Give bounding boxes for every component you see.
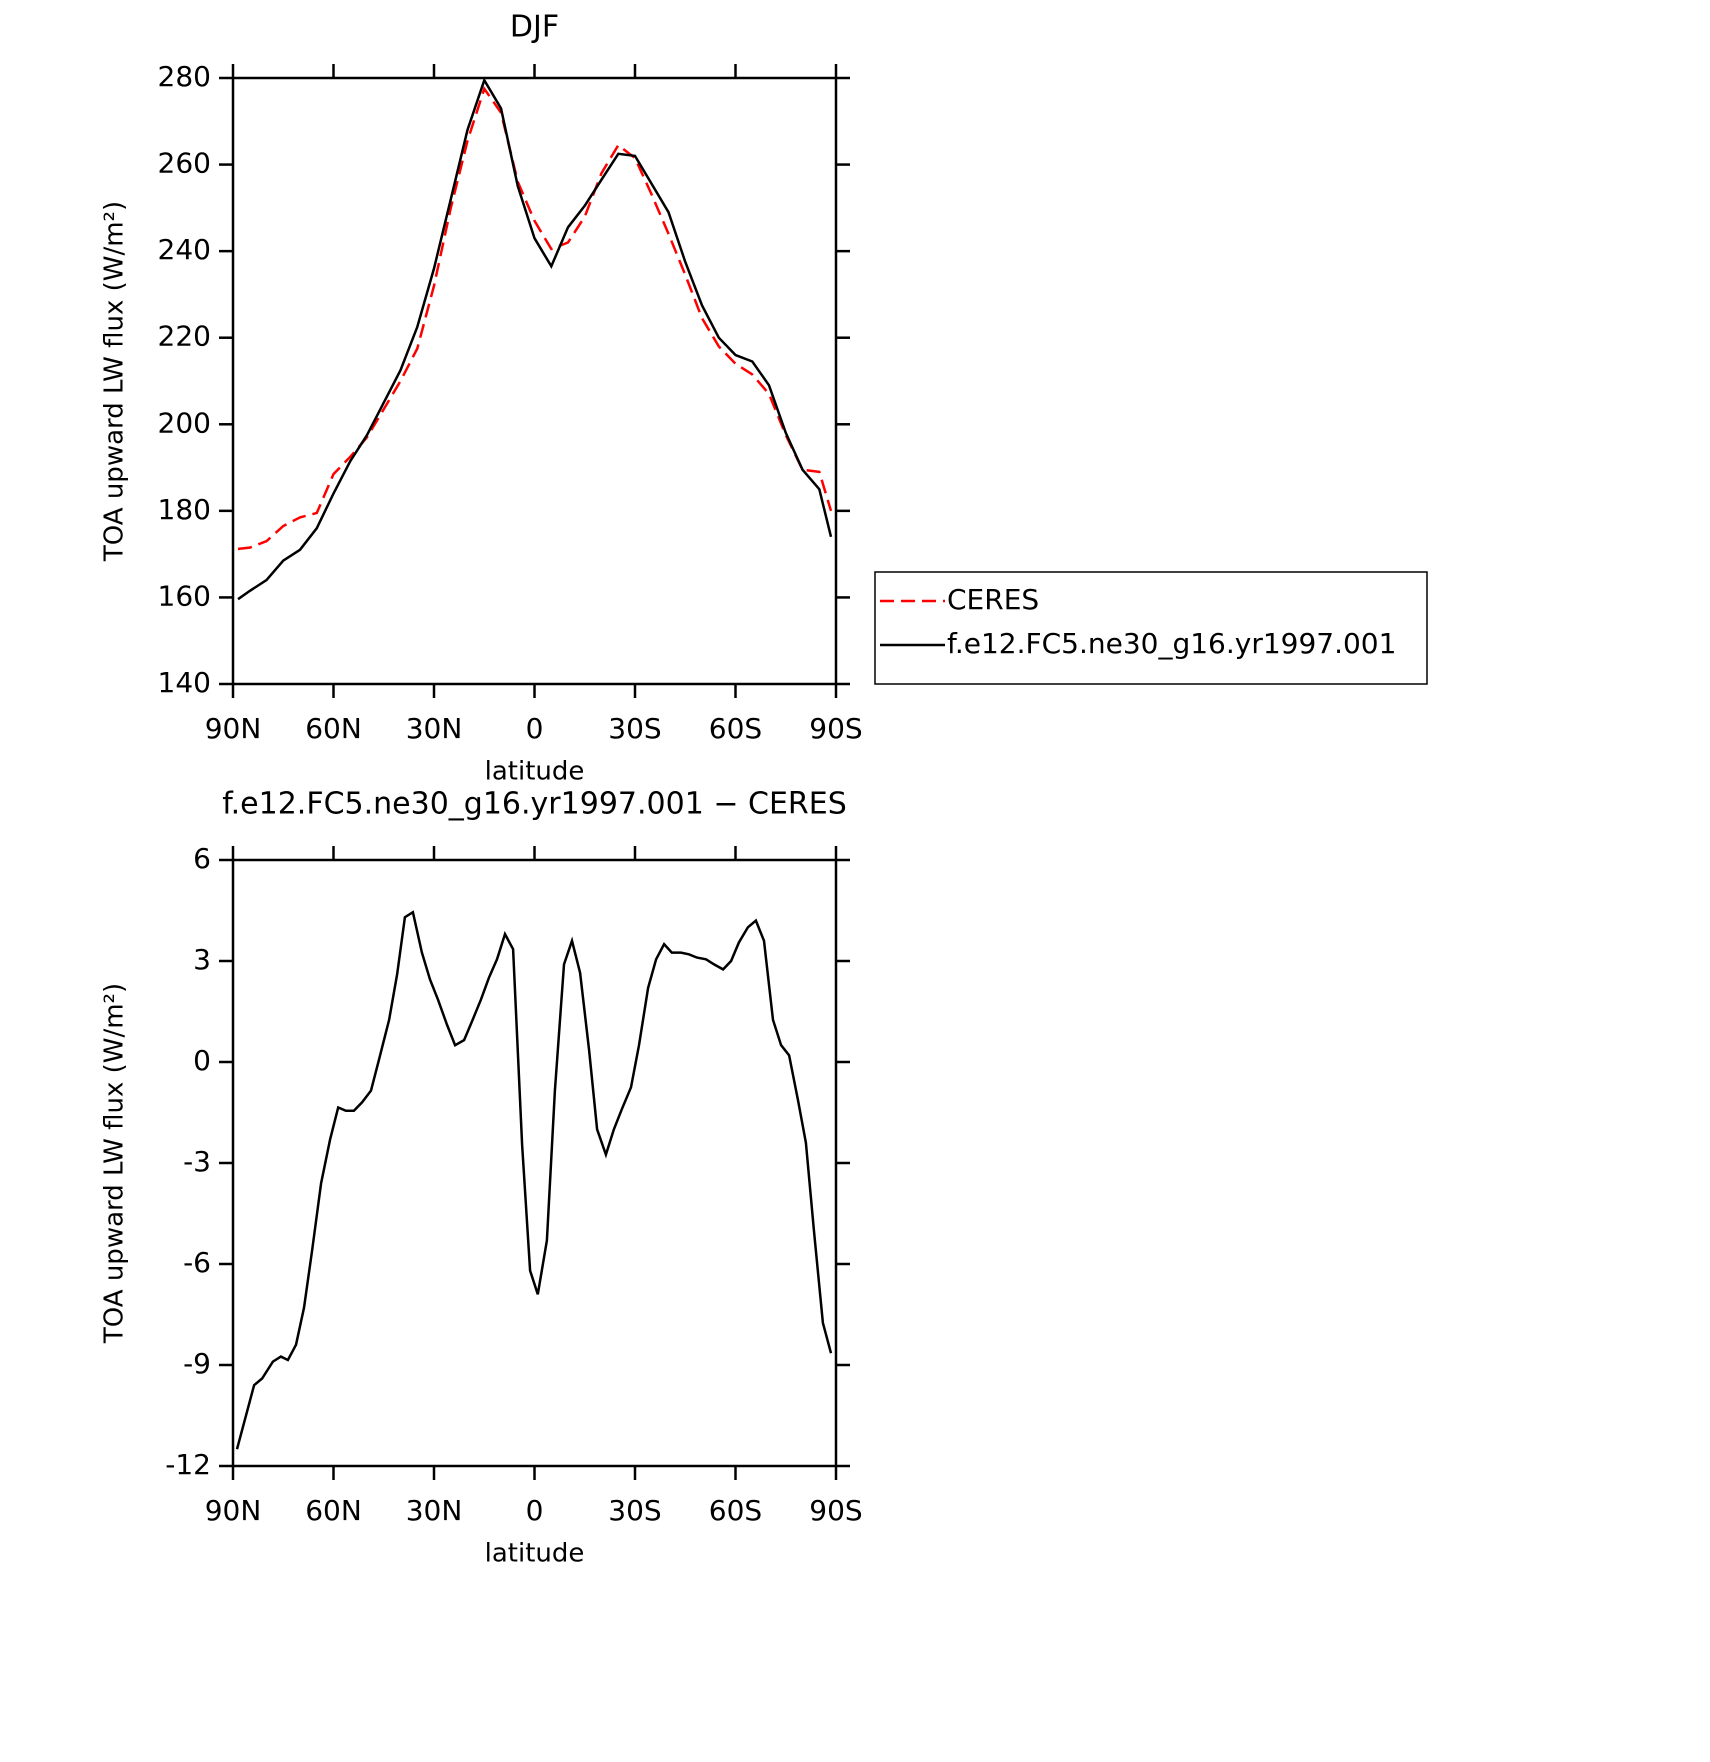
- y-tick-label: 0: [193, 1044, 211, 1077]
- x-tick-label: 90N: [205, 712, 262, 745]
- legend-label: f.e12.FC5.ne30_g16.yr1997.001: [947, 627, 1396, 660]
- x-tick-label: 30S: [608, 712, 661, 745]
- x-tick-label: 0: [526, 1494, 544, 1527]
- plot-frame: [231, 76, 838, 686]
- y-axis-label: TOA upward LW flux (W/m²): [100, 201, 130, 562]
- y-axis-label: TOA upward LW flux (W/m²): [100, 983, 130, 1344]
- y-tick-label: 220: [158, 320, 211, 353]
- y-tick-label: 260: [158, 147, 211, 180]
- x-tick-label: 30S: [608, 1494, 661, 1527]
- x-tick-label: 60S: [709, 1494, 762, 1527]
- y-tick-label: -12: [165, 1448, 211, 1481]
- y-tick-label: -9: [183, 1347, 211, 1380]
- series-line: [235, 910, 833, 1450]
- legend-box: [874, 571, 1428, 685]
- x-tick-label: 30N: [406, 1494, 463, 1527]
- chart-title: DJF: [510, 10, 559, 45]
- x-tick-label: 30N: [406, 712, 463, 745]
- x-tick-label: 90S: [809, 712, 862, 745]
- series-line: [237, 86, 833, 551]
- y-tick-label: -6: [183, 1246, 211, 1279]
- plot-frame: [231, 858, 838, 1468]
- x-tick-label: 60N: [305, 712, 362, 745]
- y-tick-label: -3: [183, 1145, 211, 1178]
- y-tick-label: 280: [158, 60, 211, 93]
- x-tick-label: 90N: [205, 1494, 262, 1527]
- y-tick-label: 3: [193, 943, 211, 976]
- y-tick-label: 200: [158, 406, 211, 439]
- x-tick-label: 60S: [709, 712, 762, 745]
- y-tick-label: 160: [158, 579, 211, 612]
- series-line: [237, 77, 833, 601]
- x-axis-label: latitude: [485, 757, 585, 787]
- x-tick-label: 0: [526, 712, 544, 745]
- x-axis-label: latitude: [485, 1539, 585, 1569]
- y-tick-label: 240: [158, 233, 211, 266]
- y-tick-label: 140: [158, 666, 211, 699]
- x-tick-label: 60N: [305, 1494, 362, 1527]
- chart-title: f.e12.FC5.ne30_g16.yr1997.001 − CERES: [222, 787, 847, 822]
- y-tick-label: 180: [158, 493, 211, 526]
- legend-label: CERES: [947, 583, 1039, 616]
- y-tick-label: 6: [193, 842, 211, 875]
- x-tick-label: 90S: [809, 1494, 862, 1527]
